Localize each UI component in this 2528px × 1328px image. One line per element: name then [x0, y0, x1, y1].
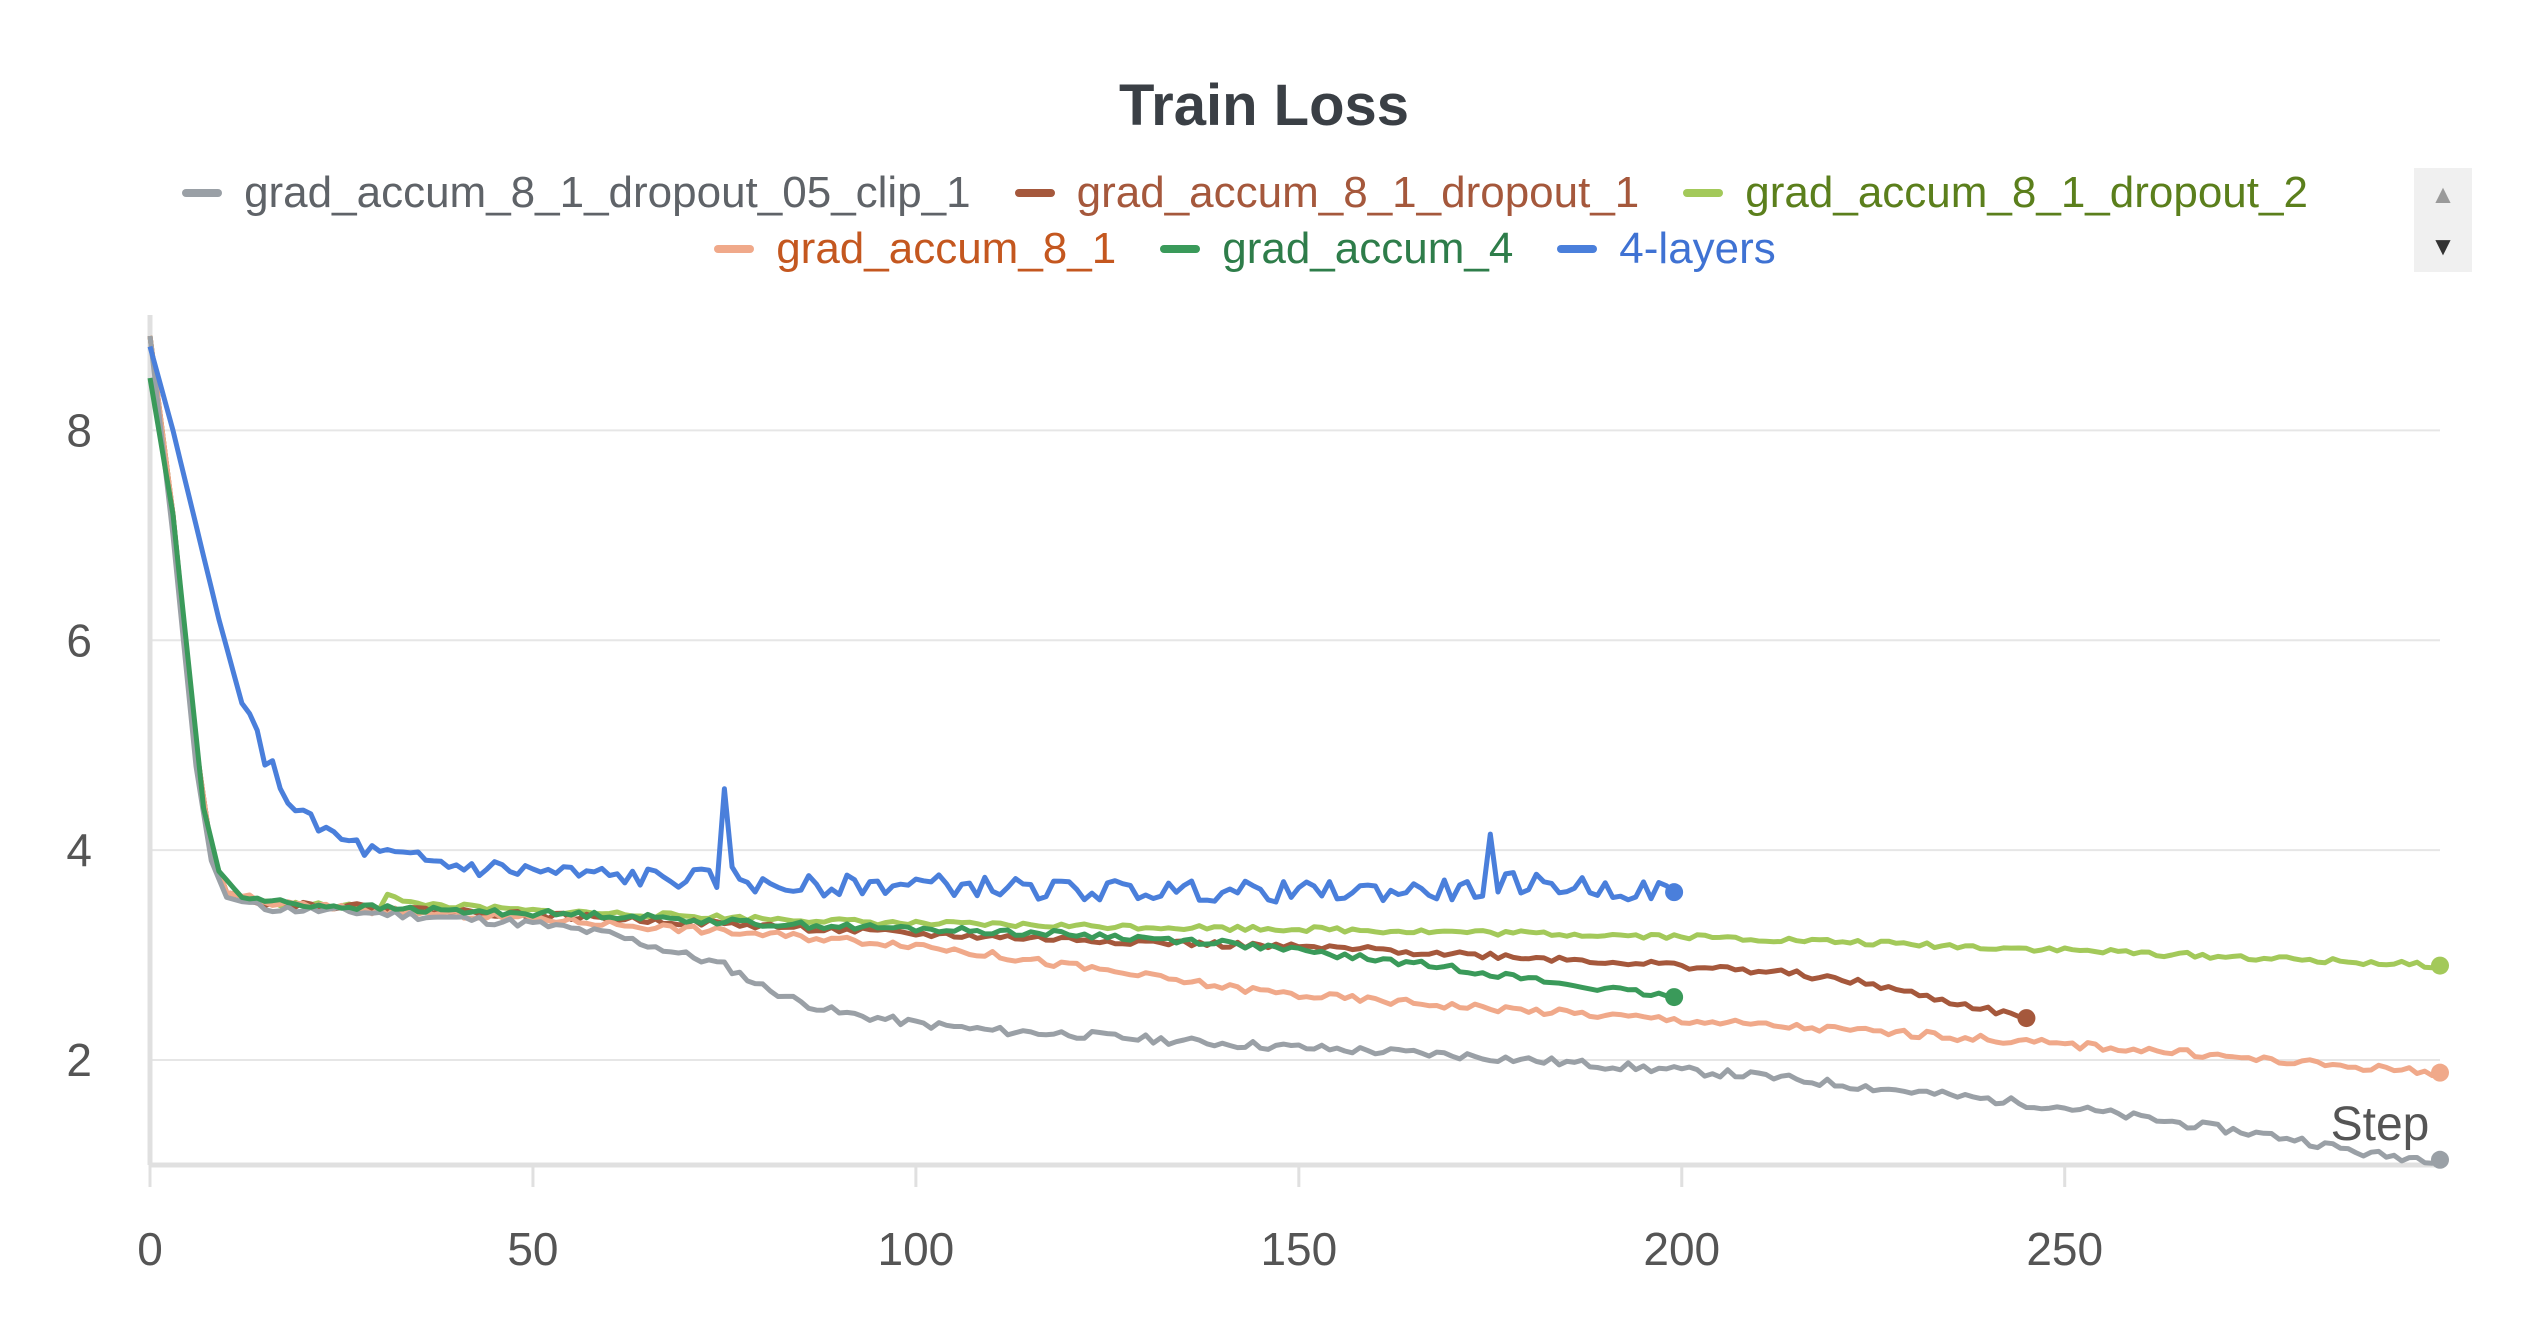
- series-line-grad_accum_4: [147, 377, 1675, 1000]
- series-end-marker: [1665, 883, 1684, 902]
- y-tick-label: 8: [66, 404, 92, 456]
- triangle-up-icon[interactable]: ▲: [2430, 178, 2456, 209]
- series-line-grad_accum_8_1: [147, 335, 2441, 1079]
- legend-item-dropout-1[interactable]: grad_accum_8_1_dropout_1: [1014, 168, 1640, 218]
- legend-label: grad_accum_8_1_dropout_05_clip_1: [244, 168, 971, 217]
- legend-label: grad_accum_8_1: [776, 224, 1117, 273]
- series-line-grad_accum_8_1_dropout_2: [147, 335, 2441, 971]
- x-tick-label: 100: [878, 1223, 955, 1275]
- legend-label: grad_accum_4: [1222, 224, 1514, 273]
- series-end-marker: [2017, 1009, 2036, 1028]
- x-axis-label: Step: [2331, 1098, 2430, 1151]
- series-end-marker: [2431, 1063, 2449, 1082]
- legend-swatch: [714, 245, 755, 253]
- legend-swatch: [182, 189, 223, 197]
- legend-item-dropout-2[interactable]: grad_accum_8_1_dropout_2: [1683, 168, 2308, 218]
- series-end-marker: [1665, 988, 1684, 1007]
- x-tick-label: 200: [1643, 1223, 1720, 1275]
- x-tick-label: 150: [1260, 1223, 1337, 1275]
- legend-label: grad_accum_8_1_dropout_2: [1745, 168, 2308, 217]
- series-line-grad_accum_8_1_dropout_05_clip_1: [147, 335, 2442, 1166]
- y-tick-label: 6: [66, 614, 92, 666]
- legend-row-1: grad_accum_8_1_dropout_05_clip_1 grad_ac…: [110, 168, 2380, 218]
- series-line-4-layers: [147, 345, 1676, 905]
- triangle-down-icon[interactable]: ▼: [2430, 230, 2456, 261]
- legend-label: 4-layers: [1619, 224, 1776, 273]
- series-end-marker: [2431, 1150, 2449, 1169]
- legend-item-grad-accum-4[interactable]: grad_accum_4: [1160, 224, 1513, 274]
- legend-scroll: ▲ ▼: [2414, 168, 2472, 272]
- legend-swatch: [1160, 245, 1201, 253]
- x-tick-label: 50: [507, 1223, 558, 1275]
- x-tick-label: 250: [2026, 1223, 2103, 1275]
- legend-label: grad_accum_8_1_dropout_1: [1076, 168, 1640, 217]
- series-end-marker: [2431, 956, 2449, 975]
- legend-item-grad-accum-8-1[interactable]: grad_accum_8_1: [714, 224, 1116, 274]
- legend-swatch: [1014, 189, 1055, 197]
- y-tick-label: 4: [66, 824, 92, 876]
- x-tick-label: 0: [137, 1223, 163, 1275]
- legend-swatch: [1557, 245, 1598, 253]
- legend-swatch: [1683, 189, 1724, 197]
- y-tick-label: 2: [66, 1034, 92, 1086]
- legend-row-2: grad_accum_8_1 grad_accum_4 4-layers: [110, 224, 2380, 274]
- legend-item-4-layers[interactable]: 4-layers: [1557, 224, 1776, 274]
- legend-item-dropout-05-clip-1[interactable]: grad_accum_8_1_dropout_05_clip_1: [182, 168, 971, 218]
- chart-title: Train Loss: [1118, 73, 1410, 138]
